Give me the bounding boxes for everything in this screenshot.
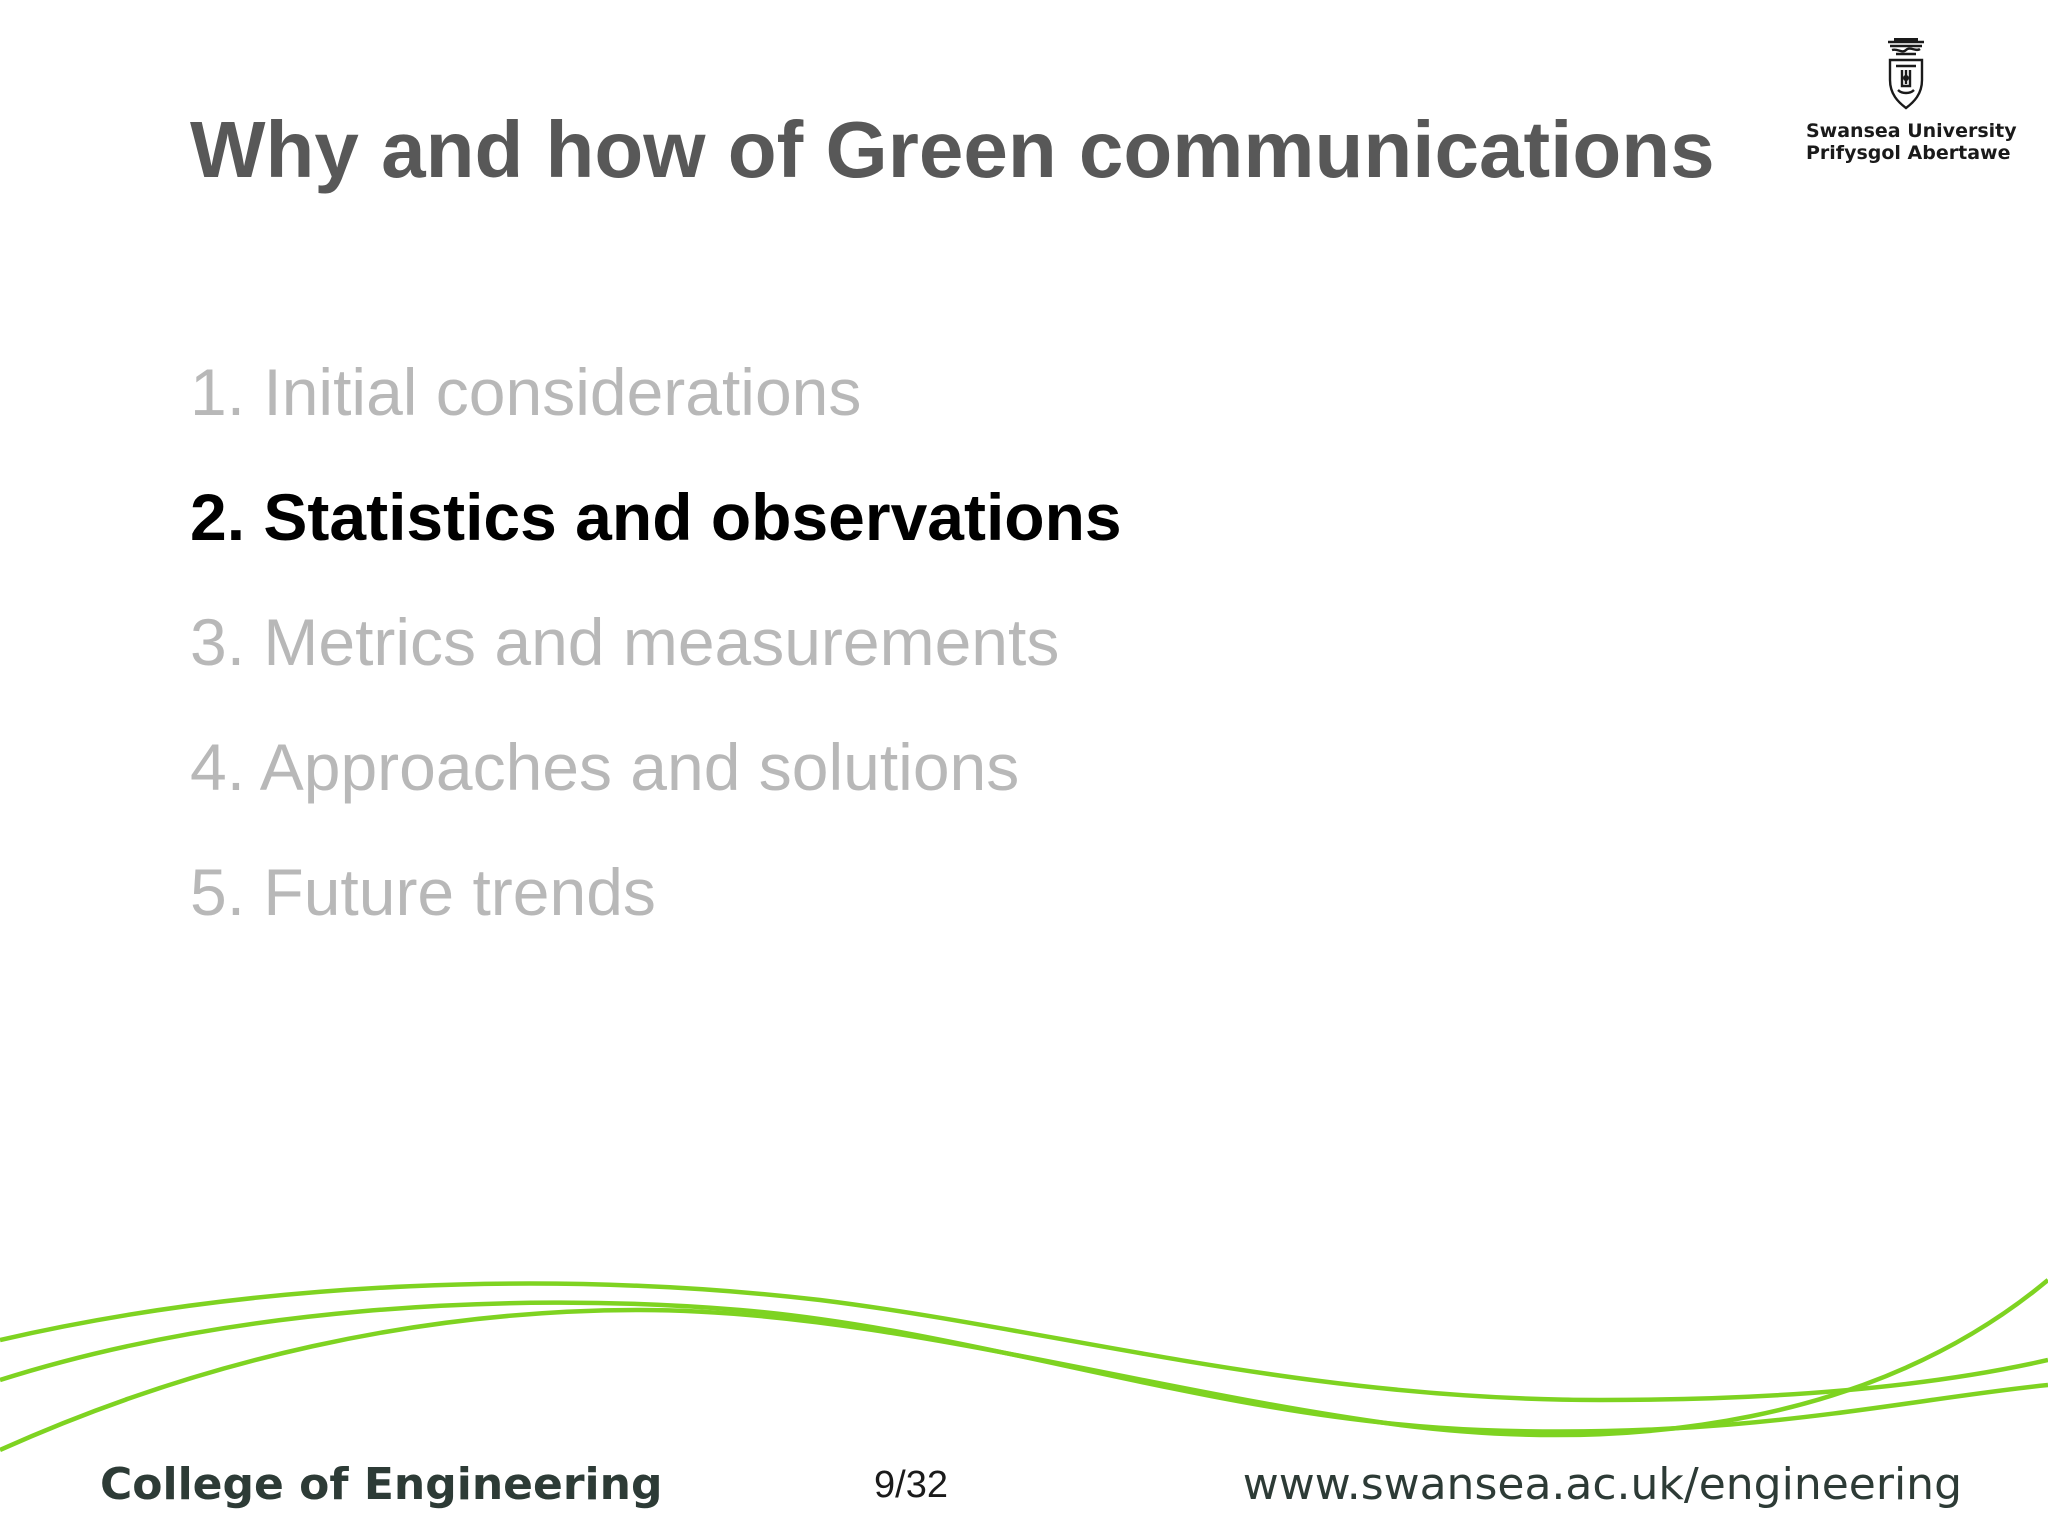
logo-text-english: Swansea University <box>1806 120 2017 142</box>
logo-text-welsh: Prifysgol Abertawe <box>1806 142 2011 164</box>
university-logo: Swansea University Prifysgol Abertawe <box>1806 36 2017 164</box>
page-number: 9/32 <box>874 1464 948 1506</box>
footer-college-name: College of Engineering <box>100 1459 663 1510</box>
table-of-contents: 1. Initial considerations 2. Statistics … <box>190 330 1122 955</box>
slide-title: Why and how of Green communications <box>190 105 1715 194</box>
wave-line-2 <box>0 1300 2048 1434</box>
wave-line-1 <box>0 1281 2048 1403</box>
toc-item-metrics-and-measurements: 3. Metrics and measurements <box>190 605 1060 679</box>
decorative-waves <box>0 1278 2048 1453</box>
wave-line-3 <box>0 1278 2048 1453</box>
toc-item-initial-considerations: 1. Initial considerations <box>190 355 862 429</box>
footer-url-link[interactable]: www.swansea.ac.uk/engineering <box>1242 1459 1962 1510</box>
toc-item-future-trends: 5. Future trends <box>190 855 656 929</box>
toc-item-approaches-and-solutions: 4. Approaches and solutions <box>190 730 1020 804</box>
university-crest-icon <box>1888 38 1924 110</box>
toc-item-statistics-and-observations: 2. Statistics and observations <box>190 480 1122 554</box>
